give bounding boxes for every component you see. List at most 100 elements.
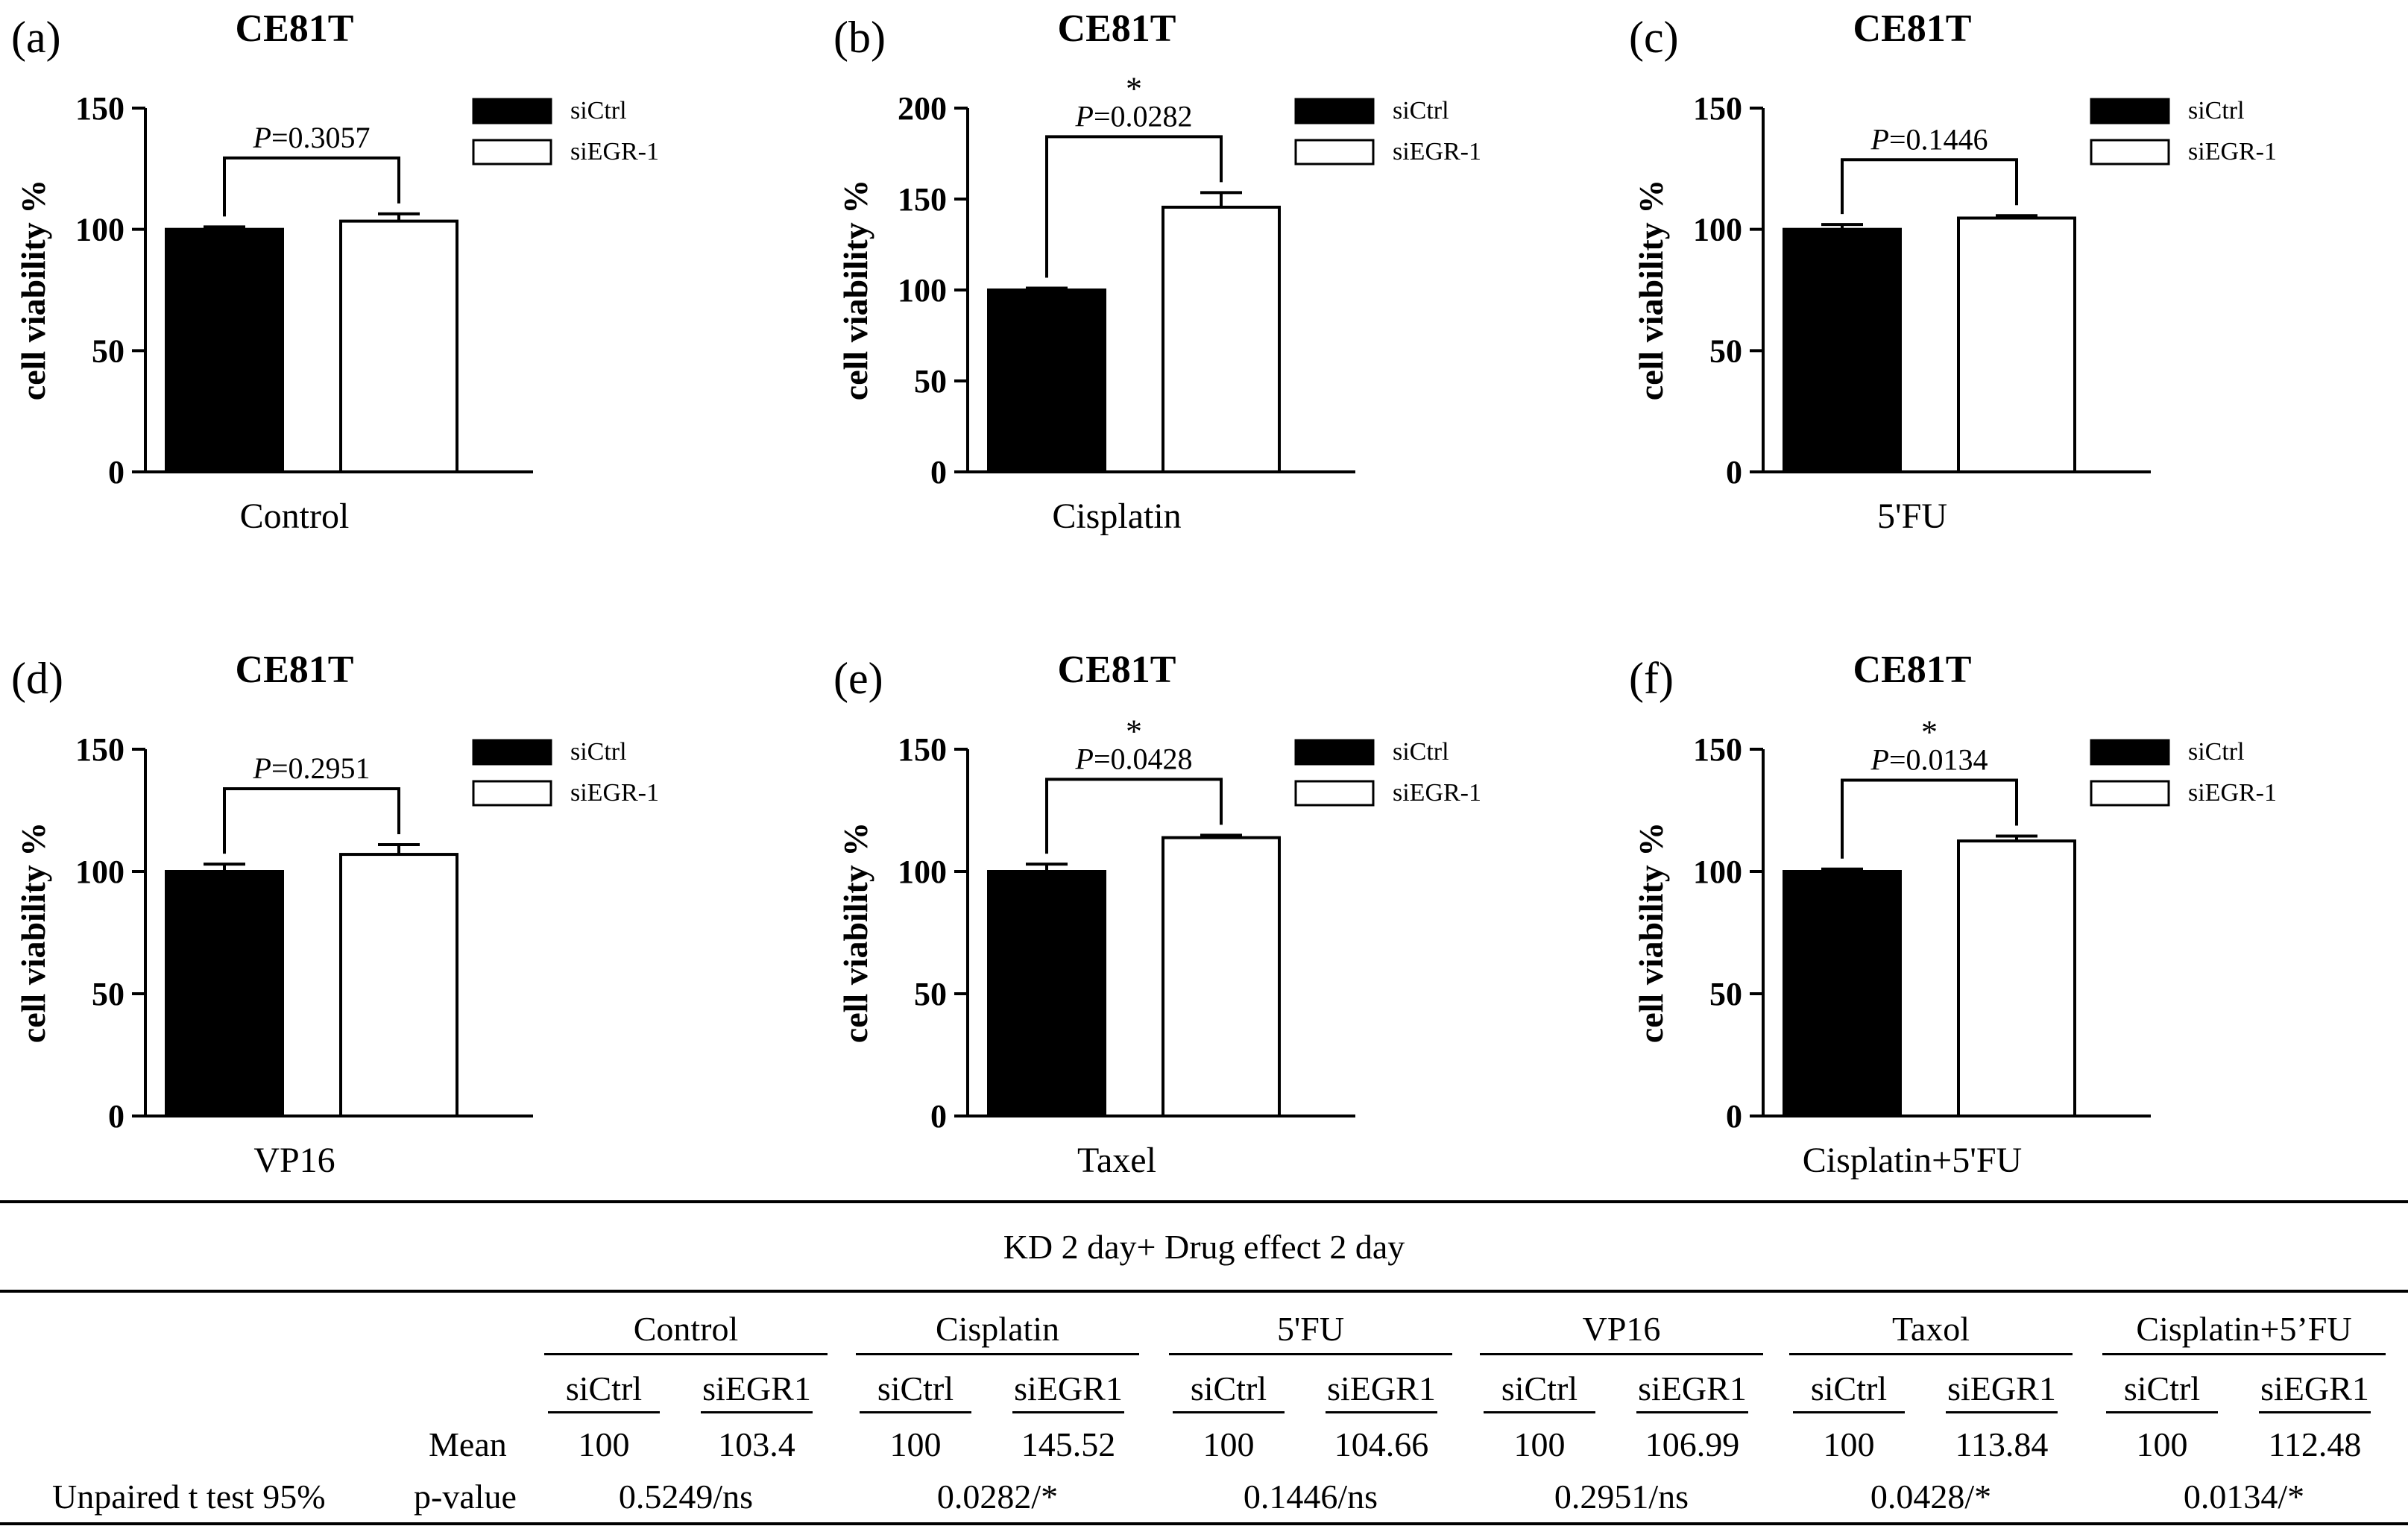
mean-value: 104.66 (1334, 1425, 1429, 1463)
bar-siegr1 (1162, 205, 1281, 473)
legend-label-sictrl: siCtrl (1393, 97, 1449, 124)
p-value-label: P=0.0428 (1075, 742, 1193, 775)
y-tick-label: 50 (914, 976, 947, 1012)
mean-value: 103.4 (718, 1425, 795, 1463)
y-tick-label: 50 (914, 363, 947, 400)
mean-value: 106.99 (1645, 1425, 1740, 1463)
significance-bracket (223, 156, 400, 217)
y-tick-label: 150 (1693, 90, 1742, 127)
y-tick-label: 100 (75, 854, 125, 890)
y-tick-label: 0 (108, 1098, 125, 1135)
group-underline (1169, 1353, 1452, 1355)
table-header-rule (0, 1290, 2408, 1293)
y-tick-label: 150 (75, 731, 125, 768)
chart-title: CE81T (236, 7, 354, 50)
table-top-rule (0, 1200, 2408, 1203)
significance-bracket (1045, 135, 1223, 278)
legend-swatch-sictrl (1294, 739, 1375, 766)
bar-siegr1 (339, 853, 458, 1117)
significance-bracket (1045, 778, 1223, 854)
y-tick-label: 150 (898, 181, 947, 218)
panel-label: (f) (1629, 654, 1674, 703)
panel-label: (d) (11, 654, 63, 703)
chart-panel-2: (b) CE81T 0 50 100 150 200 cell viability % Cisp… (833, 7, 1481, 536)
x-axis-label: Control (240, 496, 350, 536)
table-bottom-rule (0, 1522, 2408, 1525)
sub-header-siegr1: siEGR1 (2260, 1369, 2369, 1407)
significance-star: * (1921, 714, 1938, 751)
chart-title: CE81T (1853, 7, 1972, 50)
group-header: 5'FU (1276, 1310, 1345, 1348)
group-header: Control (633, 1310, 739, 1348)
bar-siegr1 (1957, 216, 2076, 473)
significance-bracket (1841, 778, 2018, 859)
y-tick-label: 150 (898, 731, 947, 768)
p-value: 0.2951/ns (1554, 1478, 1689, 1516)
legend-label-sictrl: siCtrl (570, 738, 627, 766)
legend-label-sictrl: siCtrl (2188, 738, 2245, 766)
y-tick-label: 150 (75, 90, 125, 127)
sub-header-underline (1012, 1411, 1124, 1413)
figure-charts: (a) CE81T 0 50 100 150 cell viability % Control… (11, 7, 2277, 1180)
group-header: Cisplatin (935, 1310, 1060, 1348)
mean-value: 100 (2136, 1425, 2188, 1463)
y-axis-label: cell viability % (1632, 180, 1670, 400)
bar-sictrl (987, 870, 1106, 1117)
mean-value: 113.84 (1955, 1425, 2049, 1463)
sub-header-underline (2259, 1411, 2371, 1413)
p-value: 0.1446/ns (1243, 1478, 1378, 1516)
sub-header-sictrl: siCtrl (877, 1369, 954, 1407)
legend-swatch-sictrl (472, 98, 552, 124)
y-axis-label: cell viability % (14, 822, 52, 1043)
y-tick-label: 100 (898, 854, 947, 890)
legend-swatch-sictrl (472, 739, 552, 766)
significance-star: * (1126, 70, 1142, 107)
p-value-label: P=0.0134 (1870, 743, 1988, 777)
legend-swatch-siegr1 (1294, 139, 1375, 165)
legend-swatch-sictrl (2090, 98, 2170, 124)
legend-swatch-siegr1 (2090, 139, 2170, 165)
pvalue-row-label: p-value (414, 1478, 517, 1516)
bar-sictrl (165, 227, 284, 473)
panel-label: (a) (11, 13, 61, 62)
chart-title: CE81T (1058, 649, 1176, 691)
y-tick-label: 0 (930, 1098, 947, 1135)
sub-header-underline (548, 1411, 660, 1413)
y-tick-label: 200 (898, 90, 947, 127)
y-tick-label: 100 (75, 212, 125, 248)
group-underline (856, 1353, 1139, 1355)
sub-header-underline (1793, 1411, 1905, 1413)
legend-swatch-siegr1 (472, 139, 552, 165)
legend-label-siegr1: siEGR-1 (1393, 779, 1481, 807)
sub-header-underline (1484, 1411, 1595, 1413)
significance-star: * (1126, 713, 1142, 749)
significance-bracket (1841, 158, 2018, 215)
chart-panel-1: (a) CE81T 0 50 100 150 cell viability % Control… (11, 7, 659, 536)
y-axis-label: cell viability % (14, 180, 52, 400)
panel-label: (b) (833, 13, 886, 62)
sub-header-sictrl: siCtrl (1501, 1369, 1578, 1407)
x-axis-label: Cisplatin (1052, 496, 1181, 536)
bar-sictrl (1783, 870, 1902, 1117)
legend-label-siegr1: siEGR-1 (570, 779, 659, 807)
group-header: Cisplatin+5’FU (2136, 1310, 2352, 1348)
group-header: VP16 (1582, 1310, 1661, 1348)
table-title: KD 2 day+ Drug effect 2 day (1003, 1228, 1405, 1266)
legend-label-siegr1: siEGR-1 (1393, 138, 1481, 165)
sub-header-underline (701, 1411, 813, 1413)
sub-header-underline (1326, 1411, 1437, 1413)
legend-label-siegr1: siEGR-1 (570, 138, 659, 165)
bar-siegr1 (1162, 836, 1281, 1118)
chart-title: CE81T (1853, 649, 1972, 691)
p-value: 0.5249/ns (618, 1478, 754, 1516)
y-tick-label: 150 (1693, 731, 1742, 768)
sub-header-underline (1173, 1411, 1285, 1413)
group-underline (2102, 1353, 2386, 1355)
panel-label: (c) (1629, 13, 1679, 62)
sub-header-siegr1: siEGR1 (702, 1369, 811, 1407)
chart-panel-4: (d) CE81T 0 50 100 150 cell viability % VP16 P=0… (11, 649, 659, 1180)
sub-header-underline (860, 1411, 971, 1413)
y-axis-label: cell viability % (836, 822, 874, 1043)
sub-header-sictrl: siCtrl (1190, 1369, 1267, 1407)
y-tick-label: 100 (1693, 212, 1742, 248)
